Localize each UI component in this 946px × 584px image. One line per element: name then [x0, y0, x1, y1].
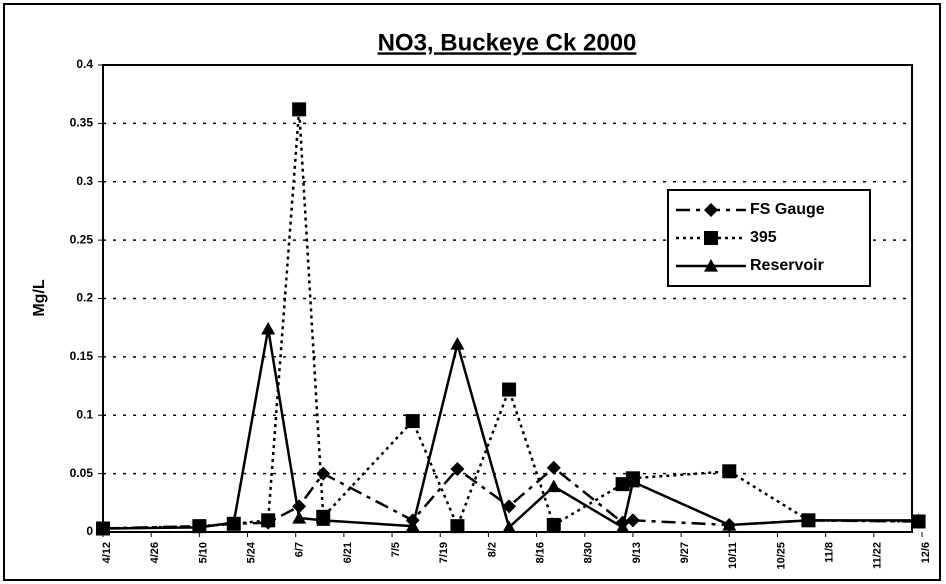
x-tick-label: 8/2 [486, 542, 498, 557]
marker [450, 337, 465, 350]
x-tick-label: 11/22 [872, 542, 884, 569]
marker [615, 520, 630, 533]
x-tick-label: 4/12 [101, 542, 113, 563]
x-tick-label: 5/10 [197, 542, 209, 563]
marker [502, 382, 517, 397]
legend-label: FS Gauge [750, 201, 825, 218]
legend-label: 395 [750, 229, 777, 246]
x-tick-label: 8/16 [534, 542, 546, 563]
marker [801, 513, 816, 526]
x-tick-label: 11/8 [824, 542, 836, 563]
marker [625, 513, 640, 528]
marker [226, 515, 241, 529]
series-line [102, 109, 919, 530]
chart-frame [3, 3, 941, 581]
series-line [102, 466, 919, 530]
marker [450, 461, 465, 476]
marker [405, 414, 420, 429]
y-tick-label: 0.25 [70, 232, 94, 246]
marker [450, 519, 465, 534]
x-tick-label: 7/19 [438, 542, 450, 563]
marker [704, 259, 718, 272]
marker [261, 513, 276, 528]
y-axis-label: Mg/L [31, 279, 48, 317]
marker [704, 203, 718, 217]
x-tick-label: 10/25 [775, 542, 787, 570]
marker [292, 102, 307, 117]
x-tick-label: 5/24 [245, 541, 257, 563]
x-tick-label: 6/7 [294, 542, 306, 557]
marker [704, 231, 718, 245]
x-tick-label: 9/13 [631, 542, 643, 563]
y-tick-label: 0.2 [76, 291, 93, 305]
marker [911, 513, 926, 526]
legend-label: Reservoir [750, 257, 824, 274]
marker [502, 520, 517, 533]
marker [546, 460, 561, 475]
x-tick-label: 10/11 [727, 542, 739, 569]
marker [546, 479, 561, 493]
x-tick-label: 6/21 [342, 542, 354, 563]
marker [722, 517, 737, 531]
legend-box [667, 189, 871, 287]
marker [261, 321, 276, 335]
x-tick-label: 7/5 [390, 542, 402, 557]
marker [316, 513, 331, 526]
y-tick-label: 0.3 [76, 174, 93, 188]
x-tick-label: 12/6 [920, 542, 932, 563]
marker [192, 520, 207, 533]
y-tick-label: 0.1 [76, 407, 93, 421]
marker [292, 510, 307, 524]
x-tick-label: 8/30 [583, 542, 595, 563]
series-line [102, 328, 919, 530]
marker [405, 519, 420, 532]
marker [625, 474, 640, 488]
y-tick-label: 0.05 [70, 466, 94, 480]
y-tick-label: 0.35 [70, 116, 94, 130]
marker [502, 499, 517, 514]
marker [722, 464, 737, 479]
y-tick-label: 0.4 [76, 57, 93, 71]
y-tick-label: 0 [86, 524, 93, 538]
x-tick-label: 9/27 [679, 542, 691, 563]
y-tick-label: 0.15 [70, 349, 94, 363]
marker [96, 521, 110, 535]
legend: FS Gauge 395 Reservoir [667, 189, 871, 287]
chart-title: NO3, Buckeye Ck 2000 [378, 29, 637, 56]
marker [316, 466, 331, 481]
marker [546, 517, 561, 532]
x-tick-label: 4/26 [149, 542, 161, 563]
